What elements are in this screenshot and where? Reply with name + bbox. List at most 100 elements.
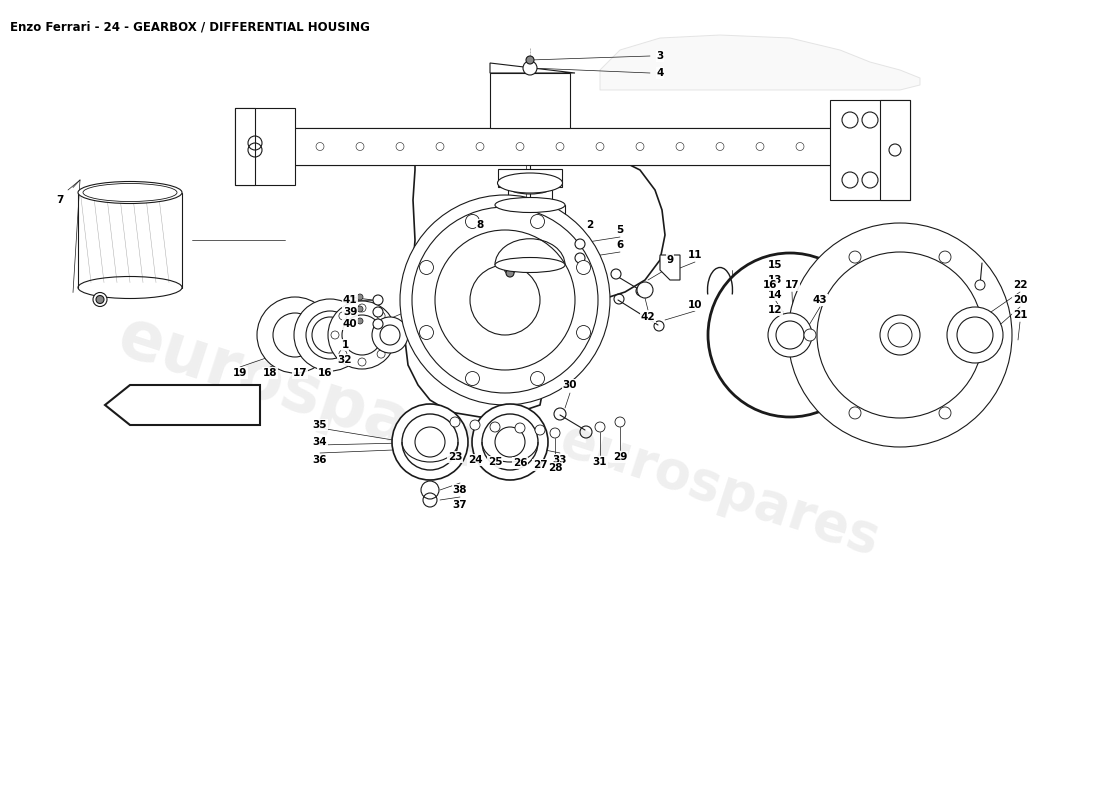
Circle shape xyxy=(535,425,544,435)
Text: 37: 37 xyxy=(453,500,468,510)
Text: 5: 5 xyxy=(616,225,624,235)
Circle shape xyxy=(470,420,480,430)
Text: eurospares: eurospares xyxy=(553,414,887,566)
Bar xyxy=(498,169,562,187)
Circle shape xyxy=(550,428,560,438)
Text: 18: 18 xyxy=(263,368,277,378)
Text: 23: 23 xyxy=(448,452,462,462)
Circle shape xyxy=(421,481,439,499)
Circle shape xyxy=(530,214,544,229)
Text: 40: 40 xyxy=(343,319,358,329)
Text: 41: 41 xyxy=(343,295,358,305)
Circle shape xyxy=(522,61,537,75)
Text: 22: 22 xyxy=(1013,280,1027,290)
Circle shape xyxy=(708,253,872,417)
Circle shape xyxy=(849,251,861,263)
Text: 15: 15 xyxy=(768,260,782,270)
Text: 25: 25 xyxy=(487,457,503,467)
Circle shape xyxy=(506,269,514,277)
Circle shape xyxy=(504,262,516,274)
Ellipse shape xyxy=(78,182,182,203)
Circle shape xyxy=(419,326,433,339)
Circle shape xyxy=(402,414,458,470)
Circle shape xyxy=(495,427,525,457)
Circle shape xyxy=(373,319,383,329)
Text: 1: 1 xyxy=(341,340,349,350)
Text: eurospares: eurospares xyxy=(109,303,530,497)
Ellipse shape xyxy=(82,183,177,202)
Circle shape xyxy=(419,261,433,274)
Text: 43: 43 xyxy=(813,295,827,305)
Ellipse shape xyxy=(497,173,562,193)
Text: 13: 13 xyxy=(768,275,782,285)
Text: 43: 43 xyxy=(813,295,827,305)
Circle shape xyxy=(257,297,333,373)
Text: 16: 16 xyxy=(762,280,778,290)
Circle shape xyxy=(880,315,920,355)
Bar xyxy=(490,73,570,128)
Text: 10: 10 xyxy=(688,300,702,310)
Text: Enzo Ferrari - 24 - GEARBOX / DIFFERENTIAL HOUSING: Enzo Ferrari - 24 - GEARBOX / DIFFERENTI… xyxy=(10,20,370,33)
Circle shape xyxy=(94,293,107,306)
Circle shape xyxy=(939,251,952,263)
Text: 28: 28 xyxy=(548,463,562,473)
Text: 7: 7 xyxy=(56,195,64,205)
Text: 21: 21 xyxy=(1013,310,1027,320)
Text: 12: 12 xyxy=(768,305,782,315)
Text: 9: 9 xyxy=(667,255,673,265)
Polygon shape xyxy=(104,385,260,425)
Circle shape xyxy=(515,423,525,433)
Text: 35: 35 xyxy=(312,420,328,430)
Text: 17: 17 xyxy=(784,280,800,290)
Text: 3: 3 xyxy=(657,51,663,61)
Text: 33: 33 xyxy=(552,455,568,465)
Circle shape xyxy=(947,307,1003,363)
Text: 39: 39 xyxy=(343,307,358,317)
Polygon shape xyxy=(490,63,575,73)
Text: 29: 29 xyxy=(613,452,627,462)
Text: 4: 4 xyxy=(657,68,663,78)
Ellipse shape xyxy=(495,258,565,273)
Text: 32: 32 xyxy=(338,355,352,365)
Polygon shape xyxy=(600,35,920,90)
Circle shape xyxy=(576,261,591,274)
Circle shape xyxy=(358,294,363,300)
Text: 26: 26 xyxy=(513,458,527,468)
Circle shape xyxy=(637,282,653,298)
Circle shape xyxy=(526,56,534,64)
Circle shape xyxy=(490,422,500,432)
Text: 24: 24 xyxy=(468,455,482,465)
Circle shape xyxy=(788,223,1012,447)
Circle shape xyxy=(400,195,610,405)
Circle shape xyxy=(576,326,591,339)
Bar xyxy=(235,108,255,185)
Circle shape xyxy=(415,427,446,457)
Text: 36: 36 xyxy=(312,455,328,465)
Circle shape xyxy=(358,306,363,312)
Text: 30: 30 xyxy=(563,380,578,390)
Circle shape xyxy=(392,404,468,480)
Text: 38: 38 xyxy=(453,485,468,495)
Circle shape xyxy=(373,295,383,305)
Text: 17: 17 xyxy=(293,368,307,378)
Text: 6: 6 xyxy=(616,240,624,250)
Text: 19: 19 xyxy=(233,368,248,378)
Circle shape xyxy=(465,214,480,229)
Circle shape xyxy=(373,307,383,317)
Text: 42: 42 xyxy=(640,312,656,322)
Circle shape xyxy=(450,417,460,427)
Circle shape xyxy=(575,253,585,263)
Circle shape xyxy=(615,417,625,427)
Circle shape xyxy=(610,269,621,279)
Circle shape xyxy=(768,313,812,357)
Polygon shape xyxy=(660,255,680,280)
Circle shape xyxy=(472,404,548,480)
Circle shape xyxy=(984,329,996,341)
Ellipse shape xyxy=(508,180,552,194)
Text: 31: 31 xyxy=(593,457,607,467)
Text: 27: 27 xyxy=(532,460,548,470)
Text: 14: 14 xyxy=(768,290,782,300)
Bar xyxy=(235,108,295,185)
Circle shape xyxy=(575,239,585,249)
Bar xyxy=(880,100,910,200)
